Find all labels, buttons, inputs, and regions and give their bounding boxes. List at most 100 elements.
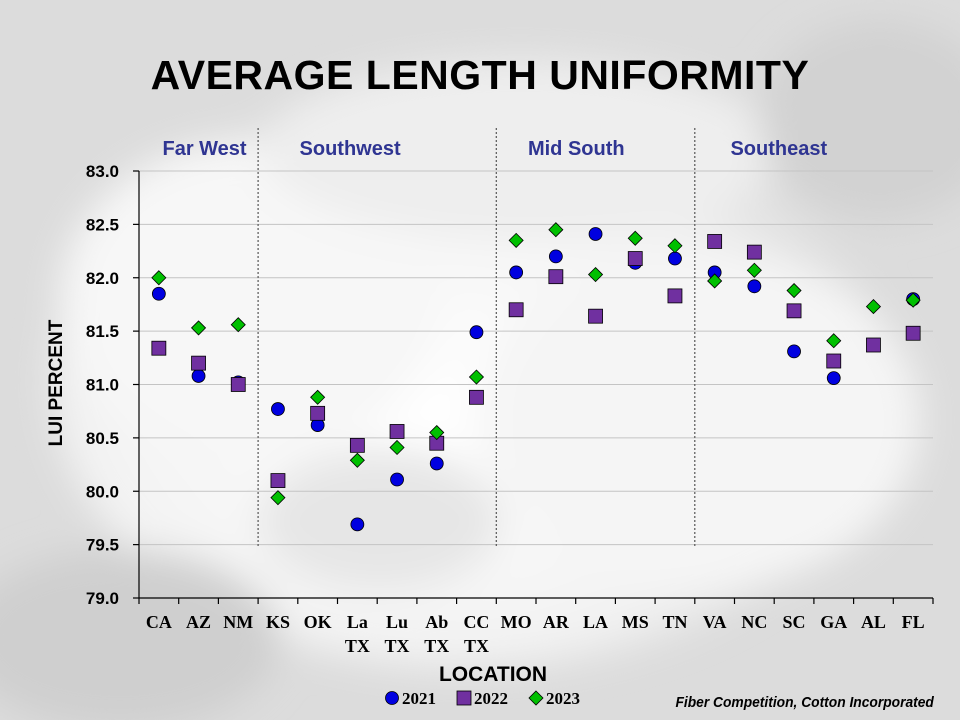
x-tick-label: VA [703,612,727,632]
x-axis-label: LOCATION [439,663,547,686]
x-tick-label: Lu TX [385,612,410,656]
point-2021 [469,325,484,340]
y-tick-labels: 79.0 79.5 80.0 80.5 81.0 81.5 82.0 82.5 83.0 [86,162,119,608]
x-tick-label-line: TX [424,636,449,656]
point-2023 [746,262,762,278]
x-tick-label-line: Ab [425,612,448,632]
point-2023 [905,292,921,308]
point-2023 [151,270,167,286]
chart-title: AVERAGE LENGTH UNIFORMITY [150,52,810,98]
point-2021 [787,344,801,359]
point-2023 [627,230,643,246]
x-tick-label-line: TX [464,636,489,656]
x-tick-label-line: KS [266,612,290,632]
y-tick-label: 79.0 [86,589,119,608]
point-2023 [349,452,365,468]
x-tick-label-line: GA [820,612,847,632]
y-tick-label: 79.5 [86,536,119,555]
x-tick-label: NM [223,612,253,632]
x-tick-label-line: SC [783,612,806,632]
y-tick-label: 83.0 [86,162,119,181]
point-2023 [707,273,723,289]
x-tick-label: CA [146,612,172,632]
x-tick-label: LA [583,612,608,632]
region-labels: Far West Southwest Mid South Southeast [162,138,827,160]
point-2023 [389,439,405,456]
y-tick-label: 81.5 [86,322,119,341]
point-2022 [746,244,762,260]
point-2023 [468,369,485,385]
x-tick-label: KS [266,612,290,632]
point-2022 [508,302,524,318]
x-tick-label: CC TX [463,612,489,656]
x-tick-label: AR [543,612,570,632]
legend-marker-2022 [456,690,472,706]
point-2021 [429,456,444,471]
point-2023 [826,333,842,349]
x-tick-label-line: MS [622,612,649,632]
x-tick-label-line: LA [583,612,608,632]
point-2023 [587,266,604,283]
x-tick-label-line: FL [902,612,925,632]
x-tick-label-line: AL [861,612,886,632]
x-tick-label: FL [902,612,925,632]
point-2022 [667,288,683,304]
point-2022 [230,377,246,392]
point-2022 [191,355,206,371]
point-2022 [905,325,921,341]
point-2022 [826,353,842,369]
x-tick-label-line: TX [345,636,370,656]
point-2022 [866,337,881,353]
x-tick-label-line: MO [501,612,532,632]
x-tick-label-line: CC [463,612,489,632]
region-dividers [257,128,696,546]
x-tick-label-line: TN [662,612,687,632]
point-2022 [548,269,564,285]
point-2022 [270,473,286,488]
x-tick-label-line: AZ [186,612,211,632]
x-tick-label-line: CA [146,612,172,632]
x-tick-label-line: AR [543,612,570,632]
region-label: Southwest [300,138,401,160]
x-tick-label-line: NC [741,612,767,632]
source-credit: Fiber Competition, Cotton Incorporated [675,694,934,711]
legend-marker-2021 [385,691,399,705]
point-2023 [230,317,246,333]
y-tick-label: 81.0 [86,376,119,395]
point-2022 [469,389,484,405]
x-tick-label-line: TX [385,636,410,656]
axes [133,170,934,604]
x-tick-label: MO [501,612,532,632]
legend-label: 2022 [474,689,508,708]
x-tick-label-line: La [347,612,368,632]
point-2021 [151,286,166,301]
point-2023 [786,282,802,299]
point-2021 [390,472,404,487]
legend: 2021 2022 2023 [385,689,580,708]
point-2022 [588,308,603,324]
point-2022 [389,424,405,439]
x-tick-label: OK [304,612,332,632]
x-tick-label-line: NM [223,612,253,632]
point-2021 [350,517,365,532]
point-2022 [707,234,723,249]
point-2023 [865,299,882,315]
point-2022 [627,251,643,266]
point-2023 [508,232,524,248]
point-2023 [429,424,445,441]
x-tick-label: AL [861,612,886,632]
point-2023 [190,320,207,336]
point-2022 [151,340,167,356]
region-label: Far West [162,138,246,160]
point-2021 [271,402,285,416]
x-tick-label: Ab TX [424,612,449,656]
y-axis-label: LUI PERCENT [46,319,67,446]
x-tick-label: GA [820,612,847,632]
x-tick-label: TN [662,612,687,632]
x-tick-label: NC [741,612,767,632]
point-2021 [191,369,206,383]
legend-label: 2023 [546,689,580,708]
legend-label: 2021 [402,689,436,708]
point-2022 [349,437,365,453]
